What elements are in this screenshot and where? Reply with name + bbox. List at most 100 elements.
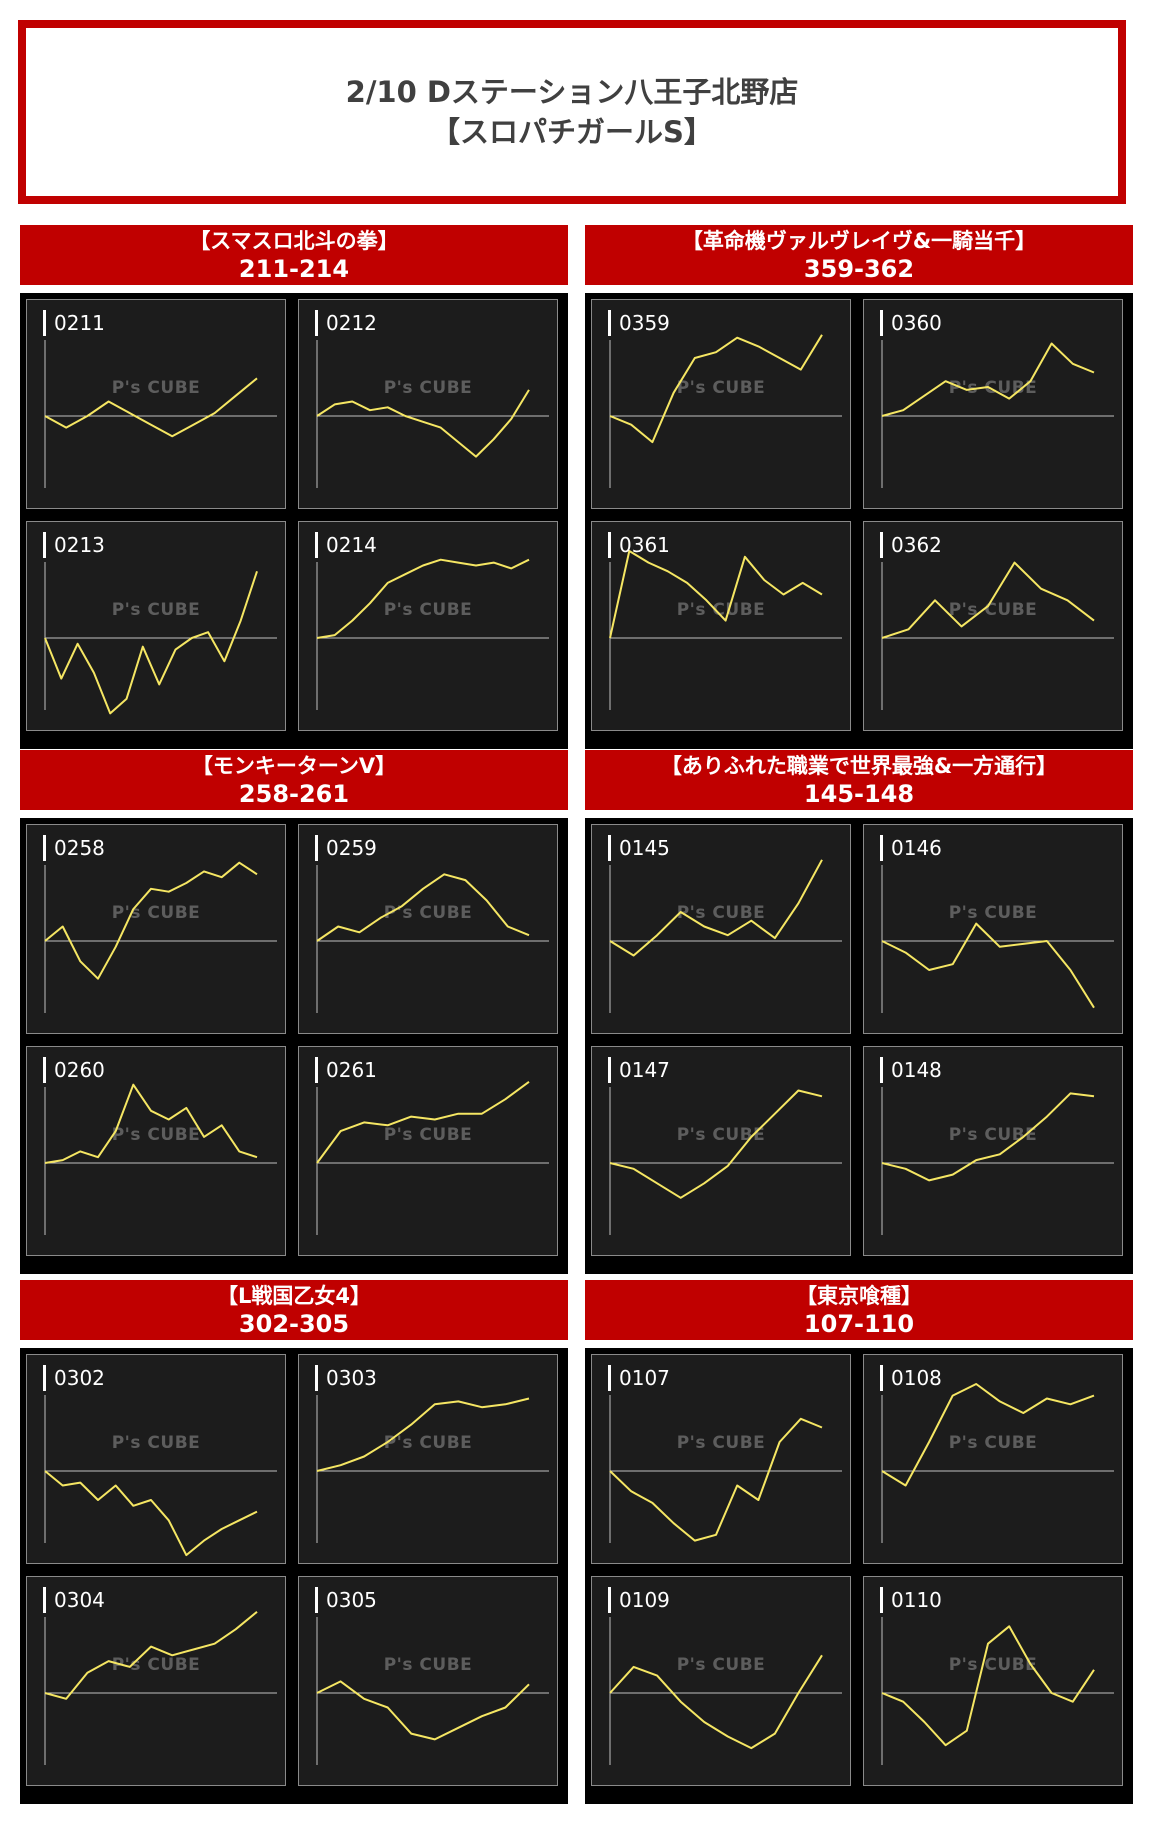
line-chart: [44, 1395, 277, 1557]
watermark-logo: P's CUBE: [111, 1125, 201, 1145]
watermark-logo: P's CUBE: [676, 1655, 766, 1675]
machine-panel: P's CUBE 0109: [591, 1576, 851, 1786]
watermark-logo: P's CUBE: [111, 1655, 201, 1675]
machine-number: 0211: [43, 310, 105, 336]
machine-panel: P's CUBE 0212: [298, 299, 558, 509]
series-line: [609, 859, 823, 957]
section-range: 107-110: [803, 1310, 915, 1338]
section-banner: 【東京喰種】 107-110: [585, 1280, 1133, 1340]
watermark-logo: P's CUBE: [111, 378, 201, 398]
watermark-logo: P's CUBE: [383, 600, 473, 620]
line-chart: [881, 1383, 1114, 1543]
line-chart: [609, 550, 842, 710]
series-line: [609, 1654, 823, 1750]
line-chart: [881, 561, 1114, 710]
machine-number: 0147: [608, 1057, 670, 1083]
series-line: [609, 550, 823, 639]
watermark-logo: P's CUBE: [111, 600, 201, 620]
machine-number: 0258: [43, 835, 105, 861]
section-title: 【モンキーターンⅤ】: [191, 754, 397, 778]
series-line: [609, 1417, 823, 1542]
line-chart: [881, 340, 1114, 488]
machine-number: 0109: [608, 1587, 670, 1613]
section-range: 258-261: [238, 780, 350, 808]
section-panels: P's CUBE 0359 P's CUBE 0360 P's CUBE 0361 P's …: [585, 293, 1133, 749]
watermark-logo: P's CUBE: [676, 378, 766, 398]
section-title: 【スマスロ北斗の拳】: [189, 229, 399, 253]
watermark-logo: P's CUBE: [948, 903, 1038, 923]
machine-panel: P's CUBE 0304: [26, 1576, 286, 1786]
line-chart: [881, 1617, 1114, 1765]
machine-number: 0305: [315, 1587, 377, 1613]
machine-number: 0259: [315, 835, 377, 861]
line-chart: [316, 340, 549, 488]
machine-number: 0303: [315, 1365, 377, 1391]
machine-number: 0212: [315, 310, 377, 336]
watermark-logo: P's CUBE: [383, 378, 473, 398]
watermark-logo: P's CUBE: [948, 600, 1038, 620]
machine-panel: P's CUBE 0147: [591, 1046, 851, 1256]
line-chart: [316, 1395, 549, 1543]
machine-panel: P's CUBE 0146: [863, 824, 1123, 1034]
section-title: 【革命機ヴァルヴレイヴ&一騎当千】: [681, 229, 1037, 253]
watermark-logo: P's CUBE: [948, 1125, 1038, 1145]
line-chart: [609, 334, 842, 488]
machine-panel: P's CUBE 0303: [298, 1354, 558, 1564]
machine-panel: P's CUBE 0213: [26, 521, 286, 731]
machine-number: 0145: [608, 835, 670, 861]
line-chart: [316, 1617, 549, 1765]
machine-number: 0110: [880, 1587, 942, 1613]
machine-panel: P's CUBE 0261: [298, 1046, 558, 1256]
watermark-logo: P's CUBE: [948, 1433, 1038, 1453]
machine-panel: P's CUBE 0258: [26, 824, 286, 1034]
machine-panel: P's CUBE 0362: [863, 521, 1123, 731]
section-panels: P's CUBE 0258 P's CUBE 0259 P's CUBE 0260 P's …: [20, 818, 568, 1274]
machine-number: 0304: [43, 1587, 105, 1613]
series-line: [881, 922, 1095, 1009]
machine-panel: P's CUBE 0359: [591, 299, 851, 509]
watermark-logo: P's CUBE: [676, 1125, 766, 1145]
line-chart: [316, 865, 549, 1013]
series-line: [881, 342, 1095, 417]
section-panels: P's CUBE 0302 P's CUBE 0303 P's CUBE 0304 P's …: [20, 1348, 568, 1804]
chart-section: 【L戦国乙女4】 302-305 P's CUBE 0302 P's CUBE 0303 P…: [20, 1280, 568, 1804]
section-banner: 【ありふれた職業で世界最強&一方通行】 145-148: [585, 750, 1133, 810]
series-line: [44, 1611, 258, 1700]
page-title: 2/10 Dステーション八王子北野店: [345, 75, 799, 109]
line-chart: [881, 1087, 1114, 1235]
series-line: [316, 389, 530, 458]
series-line: [44, 1083, 258, 1164]
section-banner: 【L戦国乙女4】 302-305: [20, 1280, 568, 1340]
machine-number: 0260: [43, 1057, 105, 1083]
section-panels: P's CUBE 0145 P's CUBE 0146 P's CUBE 0147 P's …: [585, 818, 1133, 1274]
title-box: 2/10 Dステーション八王子北野店 【スロパチガールS】: [18, 20, 1126, 204]
chart-section: 【ありふれた職業で世界最強&一方通行】 145-148 P's CUBE 0145 P'…: [585, 750, 1133, 1274]
section-range: 145-148: [803, 780, 915, 808]
machine-number: 0361: [608, 532, 670, 558]
series-line: [609, 1089, 823, 1199]
watermark-logo: P's CUBE: [383, 903, 473, 923]
series-line: [44, 570, 258, 715]
line-chart: [44, 1611, 277, 1765]
section-banner: 【革命機ヴァルヴレイヴ&一騎当千】 359-362: [585, 225, 1133, 285]
chart-section: 【スマスロ北斗の拳】 211-214 P's CUBE 0211 P's CUBE 021…: [20, 225, 568, 749]
line-chart: [881, 865, 1114, 1013]
section-title: 【ありふれた職業で世界最強&一方通行】: [660, 754, 1058, 778]
machine-number: 0302: [43, 1365, 105, 1391]
machine-number: 0261: [315, 1057, 377, 1083]
page-subtitle: 【スロパチガールS】: [431, 115, 713, 149]
section-title: 【L戦国乙女4】: [217, 1284, 371, 1308]
line-chart: [316, 558, 549, 710]
machine-panel: P's CUBE 0259: [298, 824, 558, 1034]
machine-panel: P's CUBE 0360: [863, 299, 1123, 509]
section-banner: 【スマスロ北斗の拳】 211-214: [20, 225, 568, 285]
watermark-logo: P's CUBE: [383, 1125, 473, 1145]
watermark-logo: P's CUBE: [383, 1655, 473, 1675]
series-line: [316, 873, 530, 942]
line-chart: [44, 861, 277, 1013]
series-line: [316, 1397, 530, 1472]
machine-number: 0148: [880, 1057, 942, 1083]
line-chart: [609, 1395, 842, 1543]
line-chart: [609, 1087, 842, 1235]
watermark-logo: P's CUBE: [111, 1433, 201, 1453]
